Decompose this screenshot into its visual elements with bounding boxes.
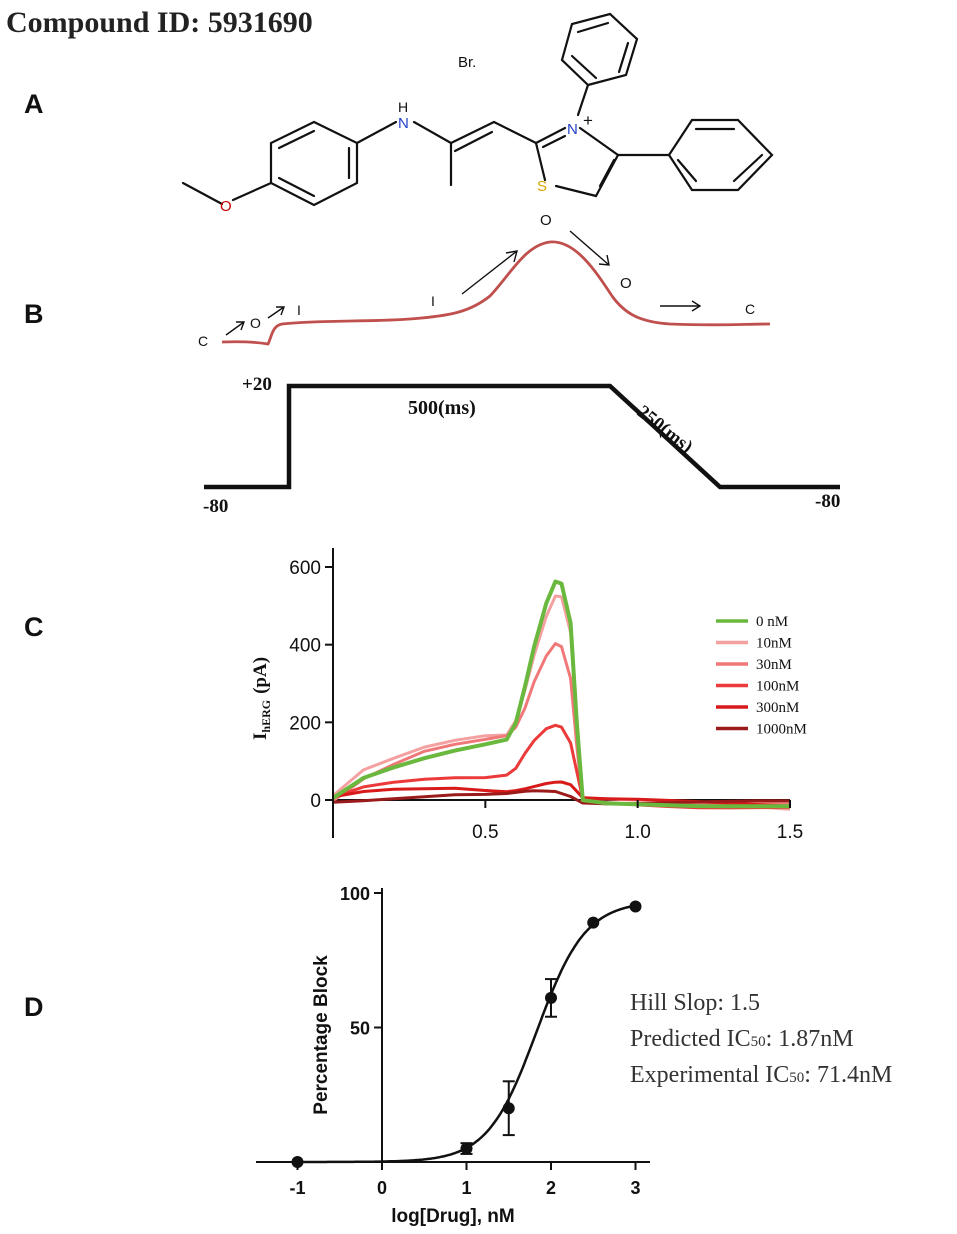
gating-scheme: C O I I O O C (198, 212, 771, 349)
transition-arrows (225, 230, 702, 336)
y-tick-label: 0 (310, 791, 321, 812)
n-phenyl-ring (560, 12, 639, 87)
trace-1000nm (332, 789, 791, 806)
oxygen-label: O (220, 198, 232, 215)
figure-title: Compound ID: 5931690 (6, 6, 313, 39)
ramp-duration-label: 250(ms) (633, 401, 697, 457)
y-ticks: 0 200 400 600 (289, 558, 333, 812)
state-label: O (250, 315, 261, 331)
state-label: C (198, 333, 208, 349)
data-points (291, 900, 642, 1168)
positive-charge: + (583, 111, 593, 130)
x-ticks: 0.5 1.0 1.5 (472, 800, 803, 843)
c-phenyl-ring (667, 118, 774, 192)
y-tick-label: 100 (340, 884, 370, 904)
y-axis-label: Percentage Block (311, 955, 332, 1115)
current-traces (331, 579, 791, 811)
y-tick-label: 400 (289, 636, 321, 657)
state-label: O (620, 275, 632, 292)
x-axis-label: log[Drug], nM (391, 1206, 514, 1227)
step-duration-label: 500(ms) (408, 397, 476, 419)
trace-0nm (331, 579, 790, 809)
holding-label: -80 (203, 496, 228, 517)
panel-label-c: C (24, 612, 44, 642)
end-label: -80 (815, 491, 840, 512)
y-ticks: 50 100 (340, 884, 382, 1039)
data-point (629, 900, 642, 913)
amine-n-label: N (398, 115, 409, 132)
legend-label: 30nM (756, 657, 792, 673)
y-tick-label: 50 (350, 1019, 370, 1039)
experimental-ic50-label: Experimental IC50: 71.4nM (630, 1062, 892, 1088)
ether-bond (231, 181, 273, 202)
data-point (545, 991, 557, 1004)
methyl-bond (181, 181, 224, 206)
state-label: O (540, 212, 552, 229)
x-tick-label: 2 (546, 1178, 556, 1198)
data-point (587, 916, 600, 929)
x-tick-label: 1.0 (624, 822, 650, 843)
x-tick-label: 0.5 (472, 822, 498, 843)
y-axis-label: IhERG(pA) (250, 657, 273, 740)
panel-label-b: B (24, 299, 44, 329)
legend-label: 0 nM (756, 614, 788, 630)
gating-curve (221, 240, 771, 346)
legend-label: 1000nM (756, 722, 807, 738)
step-label: +20 (242, 374, 272, 395)
x-ticks: -1 0 1 2 3 (289, 1162, 641, 1198)
x-tick-label: -1 (289, 1178, 305, 1198)
y-tick-label: 200 (289, 713, 321, 734)
x-tick-label: 0 (377, 1178, 387, 1198)
dose-response-chart: -1 0 1 2 3 50 100 log[Drug], nM Percentage Bl… (256, 884, 892, 1227)
trace-10nm (332, 594, 791, 811)
herg-current-chart: 0 200 400 600 0.5 1.0 1.5 IhERG(pA) 0 nM 10nM 3… (250, 548, 807, 843)
x-tick-label: 1.5 (777, 822, 803, 843)
trace-300nm (332, 780, 791, 808)
chemical-structure: Br. O N H N + S (181, 12, 774, 215)
state-label: I (431, 293, 435, 309)
voltage-protocol: -80 -80 +20 500(ms) 250(ms) (203, 374, 840, 517)
panel-label-a: A (24, 89, 44, 119)
x-tick-label: 3 (630, 1178, 640, 1198)
bromide-label: Br. (458, 54, 476, 71)
predicted-ic50-label: Predicted IC50: 1.87nM (630, 1026, 854, 1052)
x-tick-label: 1 (461, 1178, 471, 1198)
amine-h-label: H (398, 99, 408, 115)
legend-label: 100nM (756, 679, 799, 695)
thiazolium-n-label: N (567, 121, 578, 138)
legend: 0 nM 10nM 30nM 100nM 300nM 1000nM (716, 614, 807, 738)
state-label: C (745, 301, 755, 317)
legend-label: 300nM (756, 700, 799, 716)
data-point (502, 1102, 515, 1115)
data-point (460, 1142, 473, 1155)
fit-curve (297, 904, 636, 1164)
sulfur-label: S (537, 178, 547, 195)
hill-slope-label: Hill Slop: 1.5 (630, 990, 760, 1016)
legend-label: 10nM (756, 636, 792, 652)
anisyl-ring (269, 120, 359, 207)
protocol-trace (204, 383, 840, 490)
panel-label-d: D (24, 992, 44, 1022)
data-point (291, 1156, 304, 1168)
state-label: I (297, 302, 301, 318)
y-tick-label: 600 (289, 558, 321, 579)
